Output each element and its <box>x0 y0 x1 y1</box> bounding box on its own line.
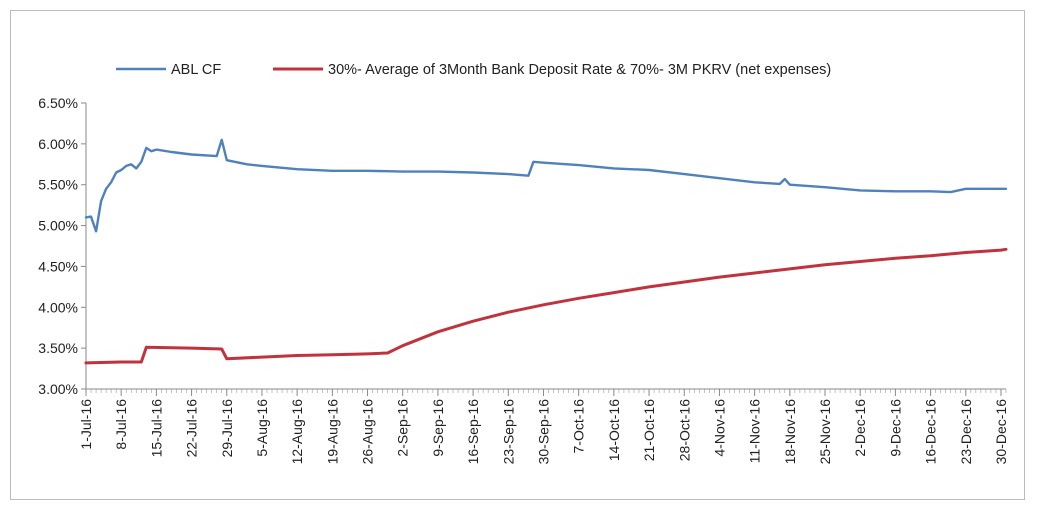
x-tick-label: 2-Dec-16 <box>852 399 868 457</box>
x-tick-label: 29-Jul-16 <box>219 399 235 458</box>
x-tick-label: 16-Dec-16 <box>923 399 939 465</box>
x-tick-label: 30-Dec-16 <box>993 399 1009 465</box>
y-tick-label: 5.00% <box>38 218 78 234</box>
chart-frame: ABL CF 30%- Average of 3Month Bank Deposi… <box>10 10 1025 500</box>
y-tick-label: 3.50% <box>38 340 78 356</box>
x-tick-label: 8-Jul-16 <box>113 399 129 450</box>
series-line-1 <box>84 138 1008 233</box>
legend-label-1: ABL CF <box>171 62 221 78</box>
y-tick-label: 4.50% <box>38 258 78 274</box>
x-tick-label: 18-Nov-16 <box>782 399 798 465</box>
x-tick-label: 1-Jul-16 <box>78 399 94 450</box>
legend-label-2: 30%- Average of 3Month Bank Deposit Rate… <box>328 62 831 78</box>
series-layer <box>84 138 1008 365</box>
x-tick-label: 7-Oct-16 <box>571 399 587 454</box>
x-tick-label: 9-Sep-16 <box>430 399 446 457</box>
x-tick-label: 28-Oct-16 <box>676 399 692 461</box>
x-tick-label: 30-Sep-16 <box>535 399 551 465</box>
x-tick-label: 21-Oct-16 <box>641 399 657 461</box>
legend: ABL CF 30%- Average of 3Month Bank Deposi… <box>116 62 831 78</box>
axes: 3.00% 3.50% 4.00% 4.50% 5.00% 5.50% 6.00% 6.50%… <box>38 95 1009 464</box>
x-tick-label: 14-Oct-16 <box>606 399 622 461</box>
x-tick-label: 11-Nov-16 <box>747 399 763 464</box>
x-tick-label: 15-Jul-16 <box>148 399 164 458</box>
y-tick-label: 4.00% <box>38 299 78 315</box>
x-tick-label: 2-Sep-16 <box>395 399 411 457</box>
x-tick-label: 23-Dec-16 <box>958 399 974 465</box>
y-tick-label: 5.50% <box>38 177 78 193</box>
series-line-2 <box>84 247 1008 365</box>
x-tick-label: 5-Aug-16 <box>254 399 270 457</box>
x-tick-label: 19-Aug-16 <box>324 399 340 465</box>
x-tick-label: 9-Dec-16 <box>887 399 903 457</box>
line-chart: ABL CF 30%- Average of 3Month Bank Deposi… <box>38 62 1009 464</box>
x-tick-label: 4-Nov-16 <box>711 399 727 457</box>
x-tick-label: 16-Sep-16 <box>465 399 481 465</box>
x-tick-label: 23-Sep-16 <box>500 399 516 465</box>
x-tick-label: 26-Aug-16 <box>360 399 376 465</box>
x-tick-label: 25-Nov-16 <box>817 399 833 465</box>
y-tick-label: 6.00% <box>38 136 78 152</box>
x-tick-label: 12-Aug-16 <box>289 399 305 465</box>
x-tick-label: 22-Jul-16 <box>184 399 200 458</box>
y-tick-label: 3.00% <box>38 381 78 397</box>
y-tick-label: 6.50% <box>38 95 78 111</box>
